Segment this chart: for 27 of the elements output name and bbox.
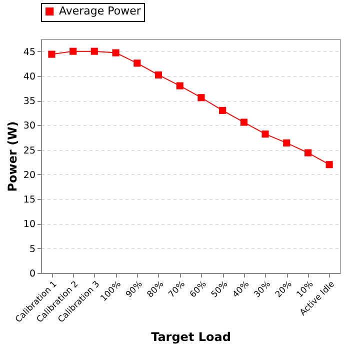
point bbox=[154, 71, 162, 78]
y-tick-label: 5 bbox=[29, 244, 36, 255]
point bbox=[304, 149, 312, 156]
y-axis-title: Power (W) bbox=[5, 121, 20, 192]
y-tick-label: 35 bbox=[23, 96, 36, 108]
point bbox=[283, 139, 290, 146]
point bbox=[326, 161, 333, 168]
point bbox=[176, 82, 184, 90]
y-tick-label: 40 bbox=[23, 71, 36, 82]
y-tick-label: 15 bbox=[23, 194, 36, 206]
point bbox=[198, 94, 205, 102]
y-tick-label: 10 bbox=[23, 219, 36, 230]
y-tick-label: 20 bbox=[23, 170, 36, 181]
point bbox=[134, 60, 141, 67]
y-tick-label: 25 bbox=[23, 145, 36, 156]
y-tick-label: 30 bbox=[23, 120, 36, 132]
point bbox=[90, 48, 98, 55]
y-tick-label: 0 bbox=[29, 268, 36, 280]
point bbox=[70, 48, 77, 55]
point bbox=[219, 106, 226, 114]
y-tick-label: 45 bbox=[23, 46, 36, 58]
point bbox=[240, 118, 248, 126]
point bbox=[112, 49, 120, 56]
point bbox=[48, 50, 56, 58]
legend-label: Average Power bbox=[59, 4, 142, 18]
point bbox=[262, 130, 269, 138]
x-axis-title: Target Load bbox=[151, 330, 231, 344]
